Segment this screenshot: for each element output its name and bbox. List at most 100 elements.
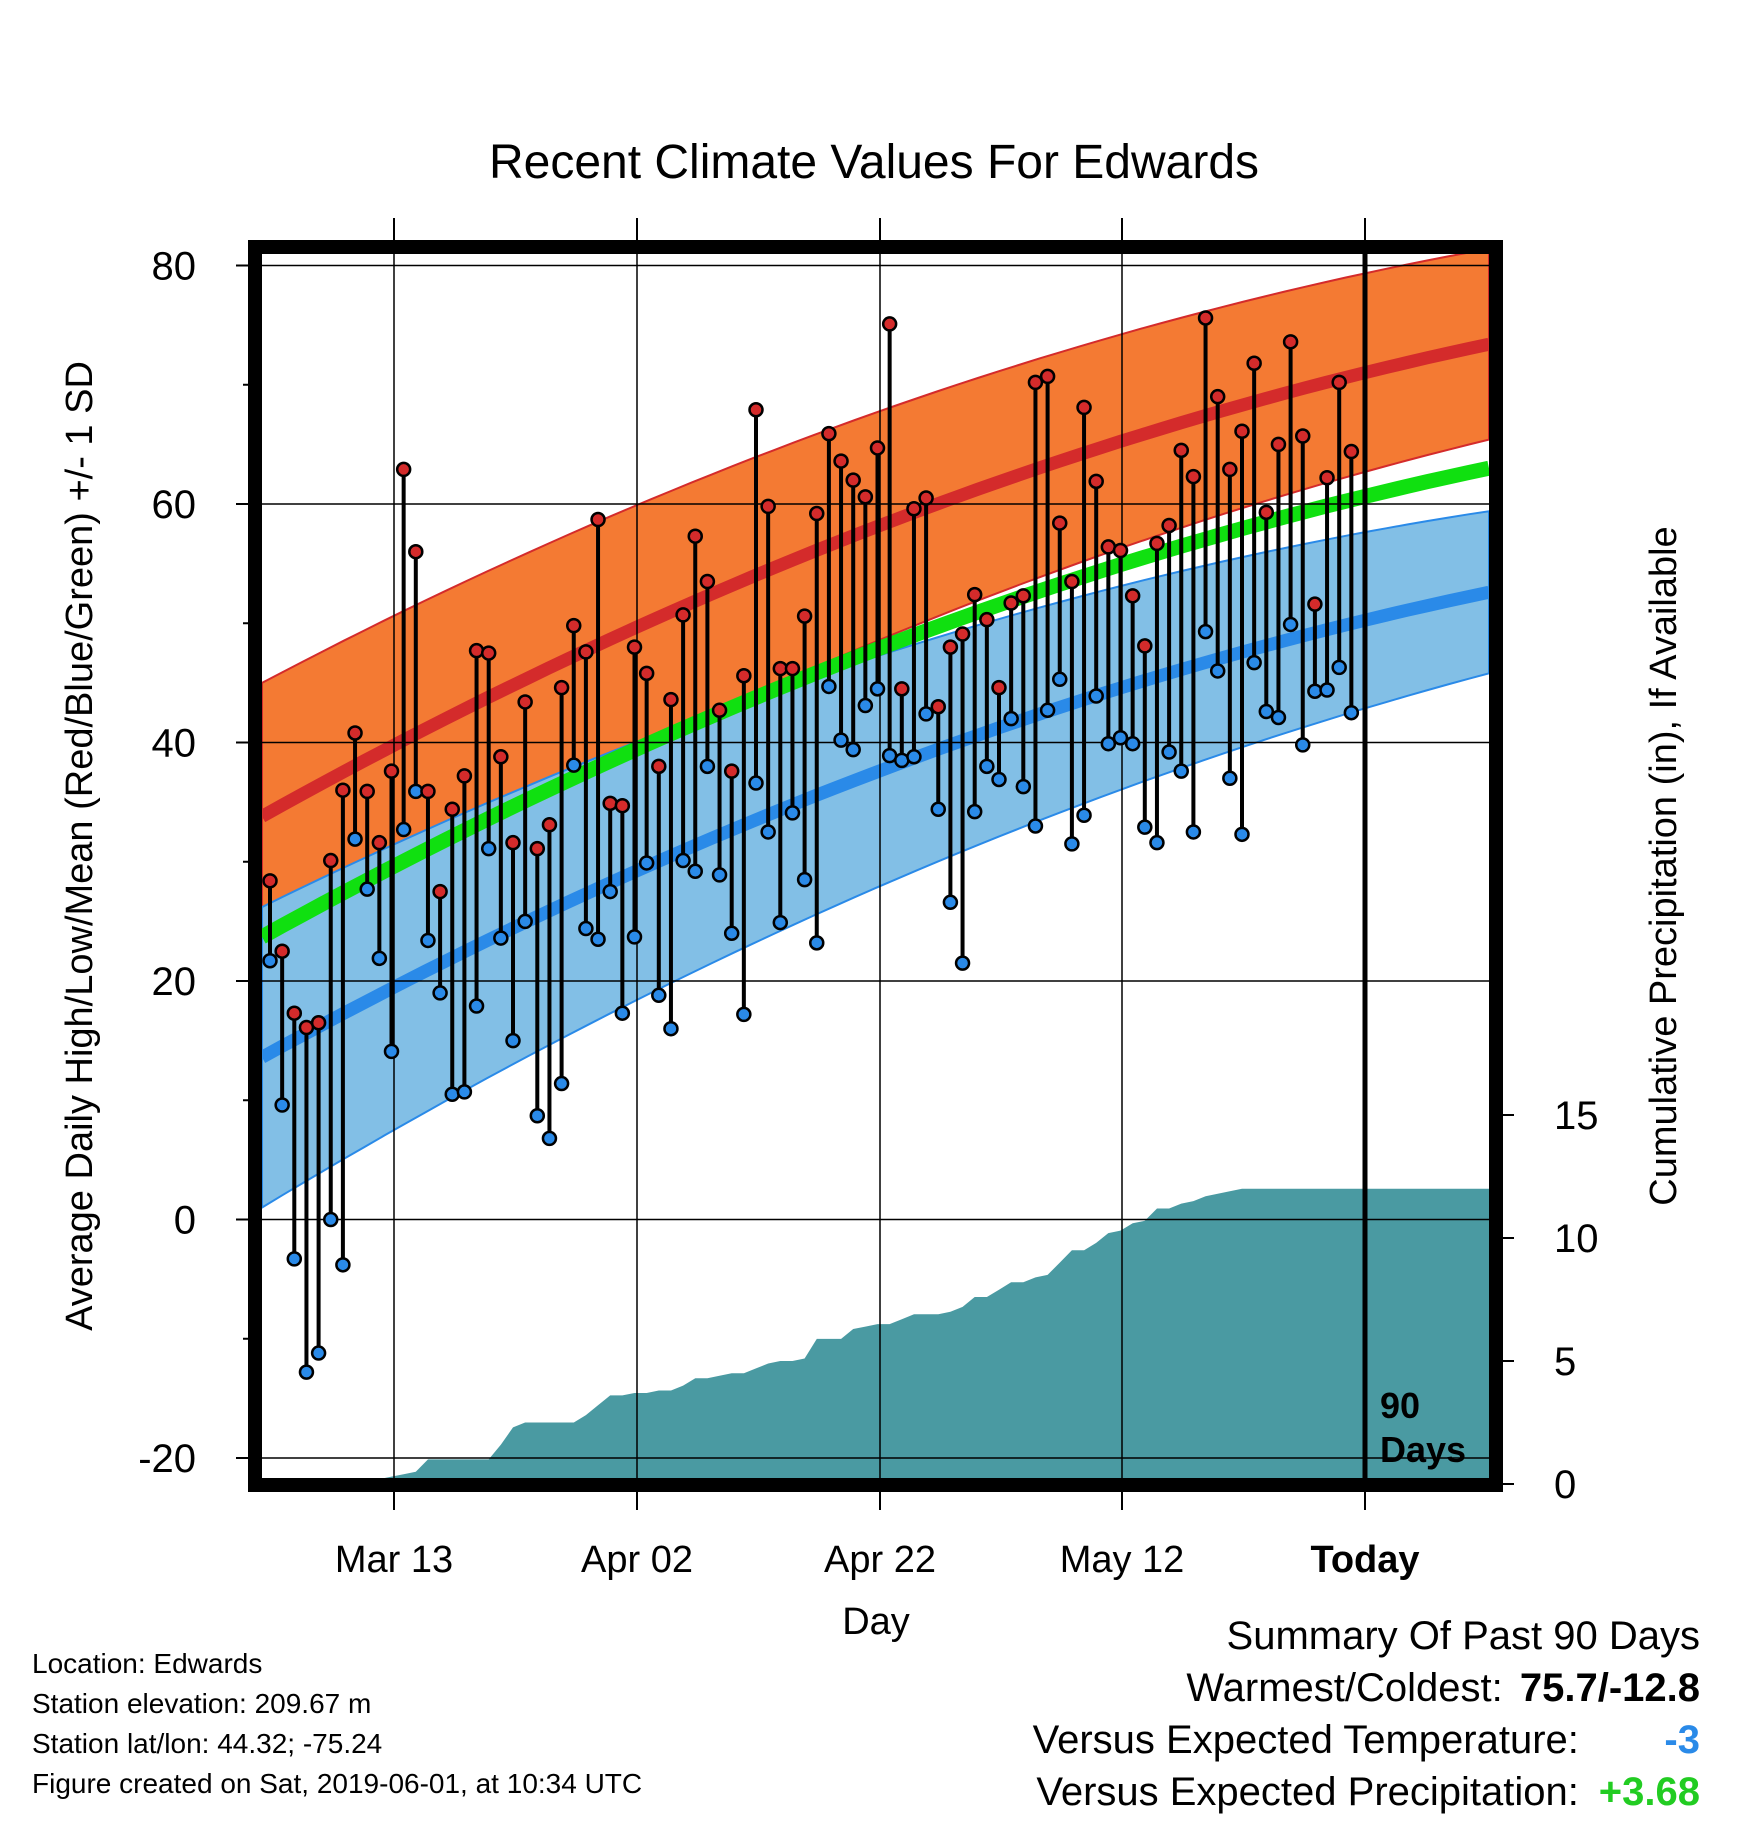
daily-high-point bbox=[310, 1014, 327, 1031]
figure-created: Figure created on Sat, 2019-06-01, at 10… bbox=[32, 1768, 643, 1799]
daily-high-point bbox=[906, 501, 922, 517]
daily-low-point bbox=[602, 883, 618, 900]
y-axis-label-right: Cumulative Precipitation (in), If Availa… bbox=[1643, 526, 1685, 1205]
daily-low-point bbox=[432, 985, 448, 1001]
daily-high-point bbox=[1173, 442, 1189, 459]
daily-low-point bbox=[1258, 703, 1275, 720]
daily-low-point bbox=[626, 929, 643, 945]
daily-low-point bbox=[1137, 819, 1153, 835]
summary-precip-row: Versus Expected Precipitation: +3.68 bbox=[1033, 1766, 1700, 1818]
station-latlon: Station lat/lon: 44.32; -75.24 bbox=[32, 1728, 383, 1759]
daily-high-point bbox=[796, 608, 813, 624]
daily-high-point bbox=[1161, 517, 1177, 534]
daily-low-point bbox=[310, 1345, 327, 1361]
daily-high-point bbox=[930, 698, 946, 715]
daily-high-point bbox=[845, 472, 861, 488]
daily-high-point bbox=[760, 498, 776, 515]
daily-low-point bbox=[1124, 735, 1141, 752]
daily-low-point bbox=[736, 1006, 752, 1023]
daily-low-point bbox=[942, 894, 959, 911]
daily-high-point bbox=[784, 660, 801, 677]
daily-low-point bbox=[286, 1251, 303, 1267]
daily-low-point bbox=[1282, 616, 1299, 633]
daily-high-point bbox=[869, 440, 886, 456]
today-marker-days-label: Days bbox=[1380, 1429, 1466, 1470]
daily-high-point bbox=[444, 801, 460, 818]
daily-high-point bbox=[566, 617, 582, 634]
daily-low-point bbox=[359, 881, 375, 897]
daily-high-point bbox=[590, 511, 606, 528]
daily-low-point bbox=[517, 913, 533, 930]
daily-low-point bbox=[1246, 654, 1262, 671]
daily-high-point bbox=[1039, 368, 1056, 385]
daily-high-point bbox=[578, 644, 594, 660]
daily-low-point bbox=[796, 871, 813, 888]
daily-low-point bbox=[529, 1108, 546, 1124]
daily-low-point bbox=[966, 803, 983, 820]
daily-high-point bbox=[505, 834, 521, 851]
daily-high-point bbox=[371, 834, 388, 851]
station-info: Location: Edwards Station elevation: 209… bbox=[32, 1644, 642, 1804]
daily-low-point bbox=[687, 863, 703, 880]
daily-low-point bbox=[1003, 710, 1019, 727]
daily-low-point bbox=[723, 925, 740, 942]
daily-high-point bbox=[918, 490, 934, 506]
daily-high-point bbox=[881, 316, 898, 332]
daily-high-point bbox=[1137, 638, 1153, 654]
daily-low-point bbox=[821, 678, 837, 695]
x-tick-label: Apr 02 bbox=[581, 1539, 693, 1581]
daily-low-point bbox=[590, 931, 606, 948]
today-marker-days-count: 90 bbox=[1380, 1385, 1420, 1426]
daily-low-point bbox=[493, 930, 509, 946]
daily-high-point bbox=[347, 725, 363, 741]
daily-high-point bbox=[517, 694, 533, 710]
daily-low-point bbox=[1100, 735, 1117, 752]
normal-low-line bbox=[262, 585, 1489, 1063]
daily-high-point bbox=[541, 817, 558, 833]
station-location: Location: Edwards bbox=[32, 1648, 263, 1679]
daily-low-point bbox=[979, 758, 995, 775]
daily-low-point bbox=[772, 914, 789, 931]
daily-low-point bbox=[1088, 688, 1104, 704]
daily-low-point bbox=[869, 681, 886, 697]
precip-area bbox=[262, 1188, 1489, 1478]
daily-high-point bbox=[493, 749, 509, 765]
daily-low-point bbox=[1222, 770, 1238, 787]
daily-high-point bbox=[711, 702, 728, 719]
daily-low-point bbox=[1295, 737, 1311, 753]
daily-low-point bbox=[323, 1211, 339, 1228]
daily-high-point bbox=[1064, 573, 1080, 590]
daily-high-point bbox=[1185, 468, 1202, 485]
daily-high-point bbox=[833, 453, 849, 469]
daily-high-point bbox=[809, 505, 825, 522]
x-tick-label: May 12 bbox=[1060, 1539, 1185, 1581]
y-tick-label: 20 bbox=[152, 960, 197, 1004]
daily-high-point bbox=[699, 573, 716, 590]
daily-high-point bbox=[638, 665, 655, 682]
y-tick-label: 60 bbox=[152, 483, 197, 527]
daily-high-point bbox=[408, 543, 424, 560]
chart-title: Recent Climate Values For Edwards bbox=[489, 136, 1259, 189]
daily-low-point bbox=[395, 821, 412, 838]
daily-high-point bbox=[359, 783, 375, 800]
summary-panel: Summary Of Past 90 Days Warmest/Coldest:… bbox=[1033, 1610, 1700, 1818]
daily-low-point bbox=[553, 1075, 570, 1092]
daily-low-point bbox=[1052, 671, 1068, 688]
daily-high-point bbox=[1331, 374, 1347, 391]
daily-low-point bbox=[638, 855, 655, 871]
daily-low-point bbox=[420, 932, 436, 949]
daily-high-point bbox=[1295, 428, 1311, 444]
daily-high-point bbox=[335, 782, 351, 798]
daily-low-point bbox=[1270, 709, 1287, 726]
summary-precip-value: +3.68 bbox=[1598, 1770, 1700, 1814]
daily-high-point bbox=[1088, 473, 1104, 490]
daily-high-point bbox=[1307, 596, 1323, 612]
y-tick-label: -20 bbox=[138, 1437, 196, 1481]
daily-high-point bbox=[602, 795, 618, 812]
daily-low-point bbox=[614, 1005, 631, 1021]
daily-high-point bbox=[687, 528, 703, 544]
x-tick-label: Mar 13 bbox=[335, 1539, 453, 1581]
daily-high-point bbox=[1015, 588, 1032, 604]
daily-low-point bbox=[1064, 836, 1080, 852]
daily-high-point bbox=[1270, 436, 1287, 453]
